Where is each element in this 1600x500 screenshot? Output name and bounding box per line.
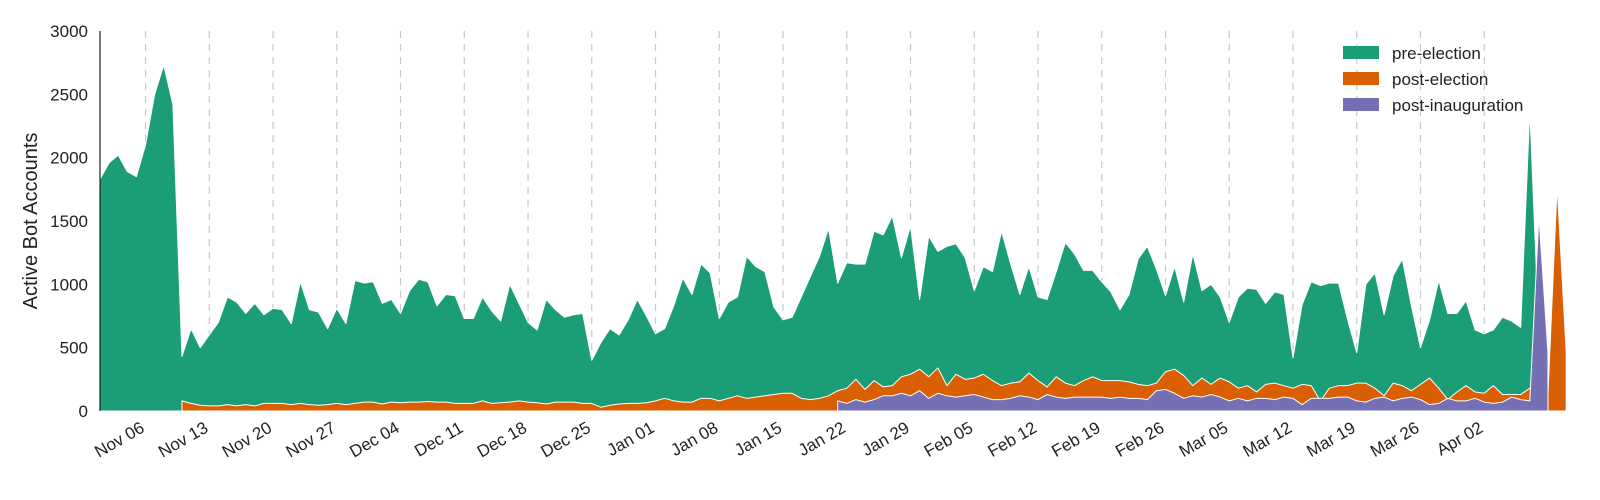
x-tick-label: Feb 26 — [1112, 418, 1167, 461]
x-tick-labels: Nov 06 Nov 13 Nov 20 Nov 27 Dec 04 Dec 11 Dec … — [91, 418, 1486, 461]
series-area-pre-election — [99, 64, 1540, 412]
x-tick-label: Nov 06 — [91, 418, 147, 461]
legend-label: post-election — [1392, 70, 1488, 89]
series-areas — [99, 64, 1567, 412]
x-tick-label: Dec 25 — [538, 418, 594, 461]
y-tick-label: 2500 — [50, 85, 88, 104]
x-tick-label: Dec 18 — [474, 418, 530, 461]
x-tick-label: Mar 05 — [1176, 418, 1231, 461]
legend-swatch — [1343, 46, 1379, 59]
x-tick-label: Jan 08 — [668, 418, 722, 460]
y-tick-label: 0 — [79, 402, 88, 421]
y-tick-label: 3000 — [50, 22, 88, 41]
legend-swatch — [1343, 72, 1379, 85]
legend-swatch — [1343, 98, 1379, 111]
legend-label: pre-election — [1392, 44, 1481, 63]
x-tick-label: Mar 26 — [1367, 418, 1422, 461]
legend-label: post-inauguration — [1392, 96, 1523, 115]
x-tick-label: Nov 27 — [283, 418, 339, 461]
y-tick-label: 1500 — [50, 212, 88, 231]
x-tick-label: Jan 22 — [795, 418, 849, 460]
y-axis-title: Active Bot Accounts — [20, 133, 42, 310]
legend: pre-election post-election post-inaugurati… — [1343, 44, 1523, 115]
x-tick-label: Jan 15 — [731, 418, 785, 460]
x-tick-label: Feb 19 — [1048, 418, 1103, 461]
x-tick-label: Dec 04 — [346, 418, 402, 461]
x-tick-label: Mar 12 — [1240, 418, 1295, 461]
y-tick-label: 1000 — [50, 275, 88, 294]
y-tick-labels: 0 500 1000 1500 2000 2500 3000 — [50, 22, 88, 421]
y-tick-label: 500 — [60, 339, 88, 358]
x-tick-label: Nov 20 — [219, 418, 275, 461]
x-tick-label: Dec 11 — [411, 418, 466, 461]
x-tick-label: Feb 12 — [985, 418, 1040, 461]
series-area-post-election — [181, 185, 1567, 412]
x-tick-label: Jan 29 — [859, 418, 913, 460]
y-tick-label: 2000 — [50, 149, 88, 168]
x-tick-label: Jan 01 — [604, 418, 658, 460]
x-tick-label: Feb 05 — [921, 418, 976, 461]
x-tick-label: Apr 02 — [1433, 418, 1486, 460]
x-tick-label: Mar 19 — [1303, 418, 1358, 461]
series-area-post-inauguration — [837, 215, 1549, 412]
x-tick-label: Nov 13 — [155, 418, 211, 461]
